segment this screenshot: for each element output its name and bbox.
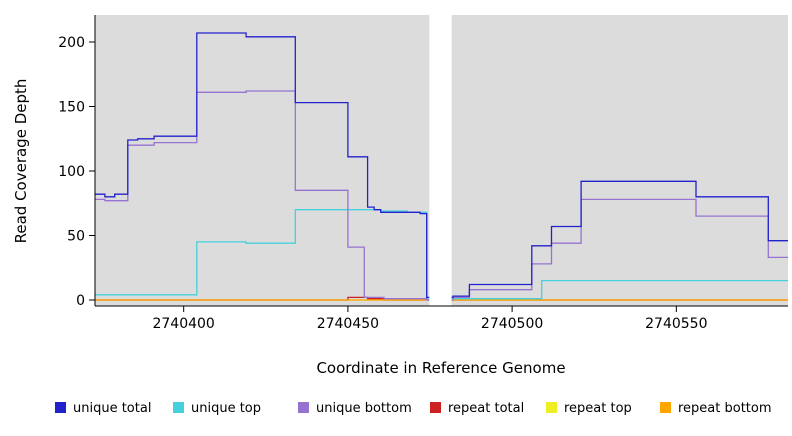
legend-label: repeat total (448, 401, 524, 416)
legend-swatch (660, 402, 671, 413)
legend-label: unique top (191, 401, 261, 416)
legend-swatch (298, 402, 309, 413)
x-tick-label: 2740450 (317, 316, 379, 332)
legend-item: repeat top (546, 401, 632, 416)
y-tick-label: 100 (58, 164, 85, 180)
legend-item: unique bottom (298, 401, 412, 416)
legend: unique total unique top unique bottom repea… (55, 401, 772, 416)
legend-swatch (546, 402, 557, 413)
x-axis-title: Coordinate in Reference Genome (316, 359, 565, 377)
series-line-unique-bottom (95, 90, 788, 301)
no-data-gap (429, 15, 452, 306)
legend-item: unique total (55, 401, 151, 416)
plot-area (95, 15, 788, 306)
y-tick-label: 200 (58, 35, 85, 51)
legend-item: repeat bottom (660, 401, 772, 416)
axes: 2740400 2740450 2740500 2740550 0 50 100 150 200 (58, 15, 788, 332)
y-tick-label: 0 (76, 293, 85, 309)
legend-label: repeat bottom (678, 401, 772, 416)
y-tick-label: 150 (58, 100, 85, 116)
legend-swatch (55, 402, 66, 413)
x-tick-label: 2740550 (645, 316, 707, 332)
y-axis-title: Read Coverage Depth (12, 79, 30, 244)
legend-item: unique top (173, 401, 261, 416)
y-tick-label: 50 (67, 229, 85, 245)
legend-label: unique total (73, 401, 151, 416)
legend-label: repeat top (564, 401, 632, 416)
legend-swatch (173, 402, 184, 413)
legend-item: repeat total (430, 401, 524, 416)
x-tick-label: 2740400 (152, 316, 214, 332)
legend-label: unique bottom (316, 401, 412, 416)
series-line-unique-total (95, 32, 788, 299)
legend-swatch (430, 402, 441, 413)
x-tick-label: 2740500 (481, 316, 543, 332)
